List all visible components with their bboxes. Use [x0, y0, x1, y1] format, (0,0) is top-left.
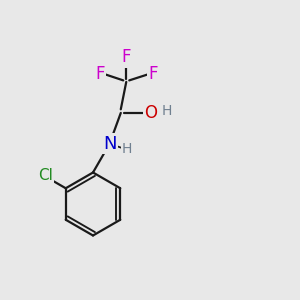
Text: H: H	[122, 142, 132, 156]
Text: H: H	[162, 104, 172, 118]
Text: Cl: Cl	[38, 168, 53, 183]
Text: N: N	[103, 135, 116, 153]
Text: F: F	[148, 65, 158, 83]
Text: O: O	[144, 104, 157, 122]
Text: F: F	[122, 48, 131, 66]
Text: F: F	[95, 65, 105, 83]
